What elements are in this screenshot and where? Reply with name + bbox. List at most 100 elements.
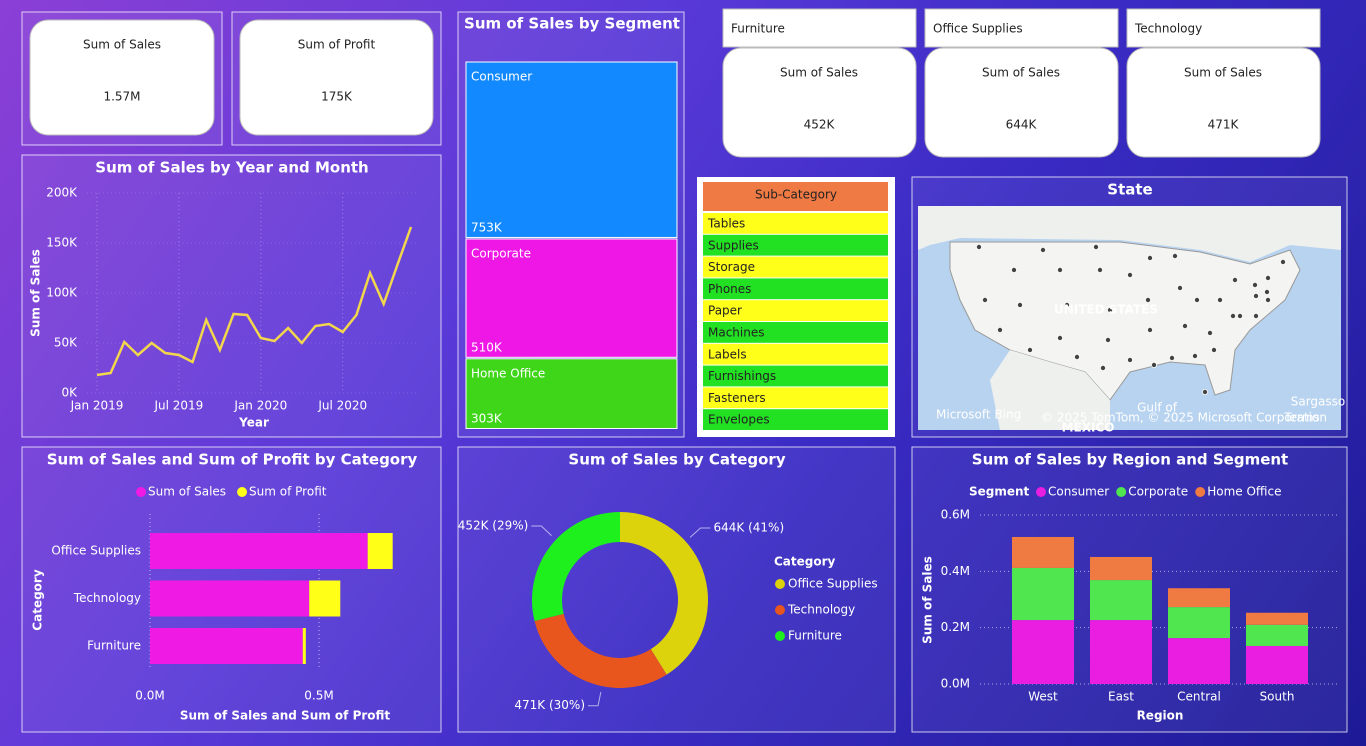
slicer-header	[703, 182, 888, 211]
map-dot	[1264, 288, 1271, 295]
slicer-item[interactable]	[703, 213, 888, 234]
slicer-item-label: Supplies	[708, 238, 759, 252]
map-dot	[1093, 243, 1100, 250]
y-tick-label: 100K	[46, 286, 78, 300]
slicer-item[interactable]	[703, 278, 888, 300]
legend-label: Technology	[787, 603, 855, 617]
x-tick-label: Central	[1177, 690, 1221, 704]
legend-marker	[775, 579, 785, 589]
map-dot	[1280, 258, 1287, 265]
card	[722, 47, 917, 158]
x-tick-label: 0.0M	[135, 689, 164, 703]
map-dot	[1107, 306, 1114, 313]
map-dot	[1057, 266, 1064, 273]
card-value: 644K	[1006, 118, 1038, 132]
card-label: Sum of Sales	[780, 66, 858, 80]
card	[924, 47, 1119, 158]
map-title: State	[1107, 181, 1152, 199]
slicer-item[interactable]	[703, 234, 888, 256]
slicer-item[interactable]	[703, 300, 888, 321]
slicer-item[interactable]	[703, 322, 888, 343]
x-tick-label: Jan 2019	[70, 399, 124, 413]
x-tick-label: South	[1260, 690, 1295, 704]
slicer-item[interactable]	[703, 256, 888, 278]
treemap-tile	[465, 61, 678, 238]
bar	[1090, 556, 1152, 581]
card-label: Sum of Sales	[83, 38, 161, 52]
x-tick-label: Jul 2020	[317, 399, 367, 413]
map-dot	[1252, 281, 1259, 288]
map-dot	[1127, 271, 1134, 278]
map-canada	[918, 206, 1341, 262]
legend-label: Home Office	[1207, 485, 1281, 499]
bar	[150, 628, 303, 664]
slicer-item[interactable]	[703, 343, 888, 365]
card	[1126, 47, 1321, 158]
legend-marker	[237, 487, 248, 497]
legend-label: Sum of Profit	[249, 485, 327, 499]
chart-title: Sum of Sales by Year and Month	[95, 159, 368, 177]
y-tick-label: 150K	[46, 236, 78, 250]
line	[96, 226, 413, 377]
legend-marker	[1116, 487, 1127, 497]
map-dot	[1230, 312, 1237, 319]
legend-marker	[775, 631, 785, 641]
map-dot	[1182, 322, 1189, 329]
data-label: 452K (29%)	[458, 519, 529, 533]
x-tick-label: Jan 2020	[233, 399, 287, 413]
map-us	[949, 241, 1301, 401]
slicer-item[interactable]	[703, 409, 888, 430]
legend-marker	[775, 605, 785, 615]
map-label: MEXICO	[1062, 421, 1115, 435]
map-dot	[1100, 364, 1107, 371]
donut-slice	[532, 512, 620, 622]
slicer-item[interactable]	[703, 387, 888, 409]
legend-marker	[136, 487, 146, 497]
card-value: 1.57M	[103, 90, 140, 104]
x-tick-label: West	[1028, 690, 1058, 704]
leader-line	[689, 527, 711, 538]
map-dot	[1172, 252, 1179, 259]
map-dot	[1097, 266, 1104, 273]
map-label: Gulf of	[1137, 401, 1178, 415]
tile-label: Consumer	[471, 70, 532, 84]
y-axis-label: Sum of Sales	[921, 556, 935, 644]
card-title: Technology	[1134, 22, 1202, 36]
y-tick-label: 50K	[54, 336, 78, 350]
chart-title: Sum of Sales and Sum of Profit by Catego…	[47, 451, 418, 469]
legend-label: Office Supplies	[788, 577, 878, 591]
x-axis-label: Year	[238, 416, 269, 430]
slicer-item[interactable]	[703, 365, 888, 387]
legend-marker	[1036, 487, 1046, 497]
legend-label: Sum of Sales	[148, 485, 226, 499]
map-dot	[1040, 246, 1047, 253]
legend-label: Furniture	[788, 629, 842, 643]
bar	[1090, 620, 1152, 684]
map-dot	[997, 326, 1004, 333]
map-dot	[1105, 336, 1112, 343]
map-dot	[1011, 266, 1018, 273]
y-tick-label: Technology	[73, 591, 141, 605]
map-dot	[976, 243, 983, 250]
donut-slice	[620, 512, 709, 675]
map-dots	[976, 243, 1287, 395]
legend-label: Consumer	[1048, 485, 1109, 499]
card-value: 471K	[1208, 118, 1240, 132]
map-dot	[1147, 326, 1154, 333]
card-header	[1126, 8, 1321, 48]
x-axis-label: Region	[1137, 709, 1184, 723]
map-label: Terms	[1283, 411, 1319, 425]
chart-title: Sum of Sales by Segment	[464, 15, 680, 33]
card-title: Office Supplies	[933, 22, 1023, 36]
bar	[1246, 645, 1308, 684]
tile-value: 303K	[471, 412, 503, 426]
legend-marker	[1195, 487, 1206, 497]
map-label: UNITED STATES	[1054, 303, 1158, 317]
map-dot	[1217, 296, 1224, 303]
y-tick-label: Furniture	[87, 639, 141, 653]
card-value: 452K	[804, 118, 836, 132]
treemap-tile	[465, 358, 678, 429]
card-value: 175K	[321, 90, 353, 104]
map-label: Microsoft Bing	[936, 408, 1021, 422]
